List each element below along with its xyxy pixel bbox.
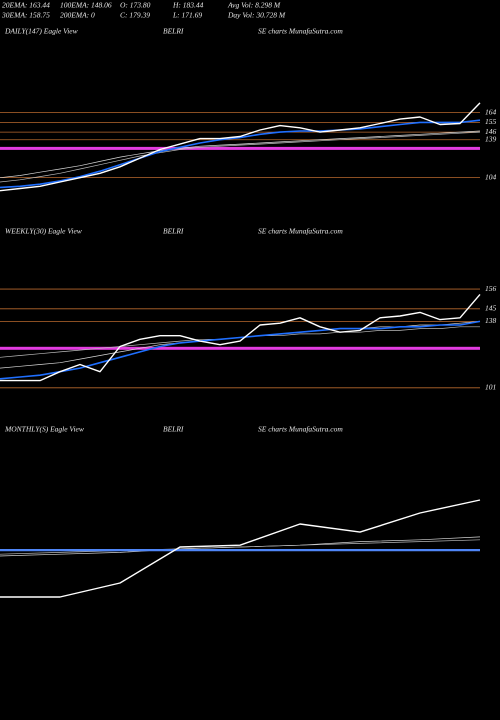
y-tick-label: 146 — [485, 127, 497, 136]
price-line — [0, 131, 481, 183]
header-stat: H: 183.44 — [172, 1, 204, 10]
y-tick-label: 145 — [485, 304, 497, 313]
header-stat: Day Vol: 30.728 M — [227, 11, 286, 20]
panel-source: SE charts MunafaSutra.com — [258, 227, 343, 236]
header-stat: 100EMA: 148.06 — [60, 1, 112, 10]
price-line — [0, 539, 481, 555]
header-stat: Avg Vol: 8.298 M — [227, 1, 281, 10]
price-line — [0, 130, 481, 179]
header-stat: O: 173.80 — [120, 1, 151, 10]
price-line — [0, 320, 481, 380]
price-line — [0, 293, 481, 382]
panel-source: SE charts MunafaSutra.com — [258, 27, 343, 36]
header-stat: 30EMA: 158.75 — [1, 11, 50, 20]
panel-symbol: BELRI — [163, 27, 184, 36]
header-stat: L: 171.69 — [172, 11, 202, 20]
header-stat: 20EMA: 163.44 — [2, 1, 50, 10]
panel-symbol: BELRI — [163, 227, 184, 236]
panel-title: DAILY(147) Eagle View — [4, 27, 78, 36]
panel-source: SE charts MunafaSutra.com — [258, 425, 343, 434]
level-band — [0, 346, 480, 350]
y-tick-label: 164 — [485, 107, 497, 116]
y-tick-label: 139 — [485, 134, 497, 143]
panel-title: WEEKLY(30) Eagle View — [5, 227, 82, 236]
y-tick-label: 104 — [485, 172, 497, 181]
y-tick-label: 156 — [485, 284, 497, 293]
y-tick-label: 101 — [485, 383, 496, 392]
price-line — [0, 102, 481, 192]
y-tick-label: 138 — [485, 316, 497, 325]
price-line — [0, 119, 481, 189]
header-stat: C: 179.39 — [120, 11, 150, 20]
price-line — [0, 499, 481, 598]
level-band — [0, 146, 480, 150]
panel-title: MONTHLY(S) Eagle View — [4, 425, 84, 434]
panel-symbol: BELRI — [163, 425, 184, 434]
header-stat: 200EMA: 0 — [60, 11, 95, 20]
y-tick-label: 155 — [485, 117, 497, 126]
